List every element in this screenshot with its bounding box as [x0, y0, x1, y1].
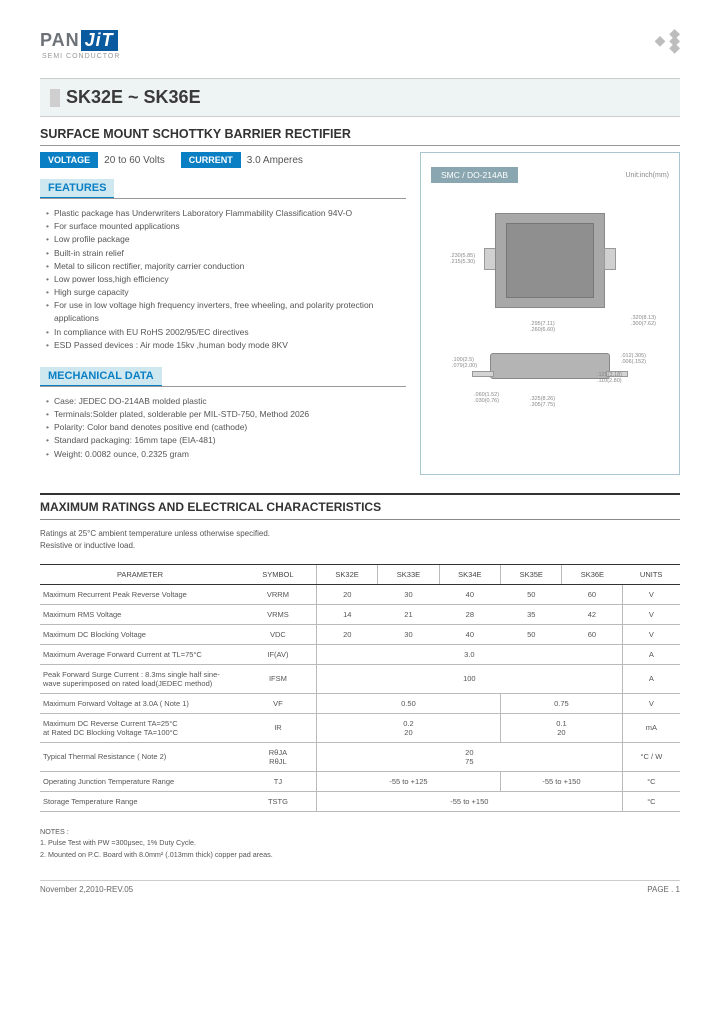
package-type-badge: SMC / DO-214AB: [431, 167, 518, 183]
decoration-dots: ◆◆ ◆◆: [655, 30, 680, 51]
feature-item: For surface mounted applications: [46, 220, 406, 233]
package-diagram: SMC / DO-214AB Unit:inch(mm) .230(5.85).…: [420, 152, 680, 475]
ratings-heading: MAXIMUM RATINGS AND ELECTRICAL CHARACTER…: [40, 493, 680, 520]
mech-item: Case: JEDEC DO-214AB molded plastic: [46, 395, 406, 408]
page-number: PAGE . 1: [647, 885, 680, 894]
mech-item: Polarity: Color band denotes positive en…: [46, 421, 406, 434]
feature-item: Built-in strain relief: [46, 247, 406, 260]
param-cell: Typical Thermal Resistance ( Note 2): [40, 742, 240, 771]
current-value: 3.0 Amperes: [247, 155, 303, 166]
spec-badges: VOLTAGE 20 to 60 Volts CURRENT 3.0 Amper…: [40, 152, 406, 168]
feature-item: High surge capacity: [46, 286, 406, 299]
mech-item: Weight: 0.0082 ounce, 0.2325 gram: [46, 448, 406, 461]
mechanical-heading: MECHANICAL DATA: [40, 367, 162, 386]
ratings-table: PARAMETERSYMBOLSK32ESK33ESK34ESK35ESK36E…: [40, 564, 680, 812]
voltage-value: 20 to 60 Volts: [104, 155, 165, 166]
feature-item: Plastic package has Underwriters Laborat…: [46, 207, 406, 220]
param-cell: Maximum DC Blocking Voltage: [40, 624, 240, 644]
param-cell: Peak Forward Surge Current : 8.3ms singl…: [40, 664, 240, 693]
mechanical-list: Case: JEDEC DO-214AB molded plasticTermi…: [40, 395, 406, 461]
logo-text-1: PAN: [40, 30, 80, 51]
mech-item: Standard packaging: 16mm tape (EIA-481): [46, 434, 406, 447]
feature-item: Metal to silicon rectifier, majority car…: [46, 260, 406, 273]
feature-item: Low profile package: [46, 233, 406, 246]
param-cell: Operating Junction Temperature Range: [40, 771, 240, 791]
mech-item: Terminals:Solder plated, solderable per …: [46, 408, 406, 421]
feature-item: ESD Passed devices : Air mode 15kv ,huma…: [46, 339, 406, 352]
product-subtitle: SURFACE MOUNT SCHOTTKY BARRIER RECTIFIER: [40, 127, 680, 146]
features-heading: FEATURES: [40, 179, 114, 198]
current-badge: CURRENT: [181, 152, 241, 168]
features-list: Plastic package has Underwriters Laborat…: [40, 207, 406, 352]
logo-text-2: JiT: [81, 30, 118, 51]
logo-subtitle: SEMI CONDUCTOR: [42, 53, 120, 60]
param-cell: Maximum RMS Voltage: [40, 604, 240, 624]
param-cell: Storage Temperature Range: [40, 791, 240, 811]
voltage-badge: VOLTAGE: [40, 152, 98, 168]
package-side-view: .100(2.5).079(2.00) .060(1.52).030(0.76)…: [460, 343, 640, 398]
package-top-view: .230(5.85).215(5.30) .295(7.11).260(6.60…: [470, 203, 630, 323]
param-cell: Maximum DC Reverse Current TA=25°Cat Rat…: [40, 713, 240, 742]
feature-item: Low power loss,high efficiency: [46, 273, 406, 286]
unit-note: Unit:inch(mm): [625, 172, 669, 179]
feature-item: For use in low voltage high frequency in…: [46, 299, 406, 325]
ratings-note: Ratings at 25°C ambient temperature unle…: [40, 528, 680, 552]
feature-item: In compliance with EU RoHS 2002/95/EC di…: [46, 326, 406, 339]
revision-date: November 2,2010-REV.05: [40, 885, 133, 894]
param-cell: Maximum Forward Voltage at 3.0A ( Note 1…: [40, 693, 240, 713]
notes-section: NOTES : 1. Pulse Test with PW =300μsec, …: [40, 826, 680, 861]
part-number-title: SK32E ~ SK36E: [66, 87, 201, 107]
header: PAN JiT SEMI CONDUCTOR ◆◆ ◆◆: [40, 30, 680, 60]
param-cell: Maximum Recurrent Peak Reverse Voltage: [40, 584, 240, 604]
logo: PAN JiT SEMI CONDUCTOR: [40, 30, 120, 60]
param-cell: Maximum Average Forward Current at TL=75…: [40, 644, 240, 664]
page-footer: November 2,2010-REV.05 PAGE . 1: [40, 880, 680, 894]
title-bar: SK32E ~ SK36E: [40, 78, 680, 117]
